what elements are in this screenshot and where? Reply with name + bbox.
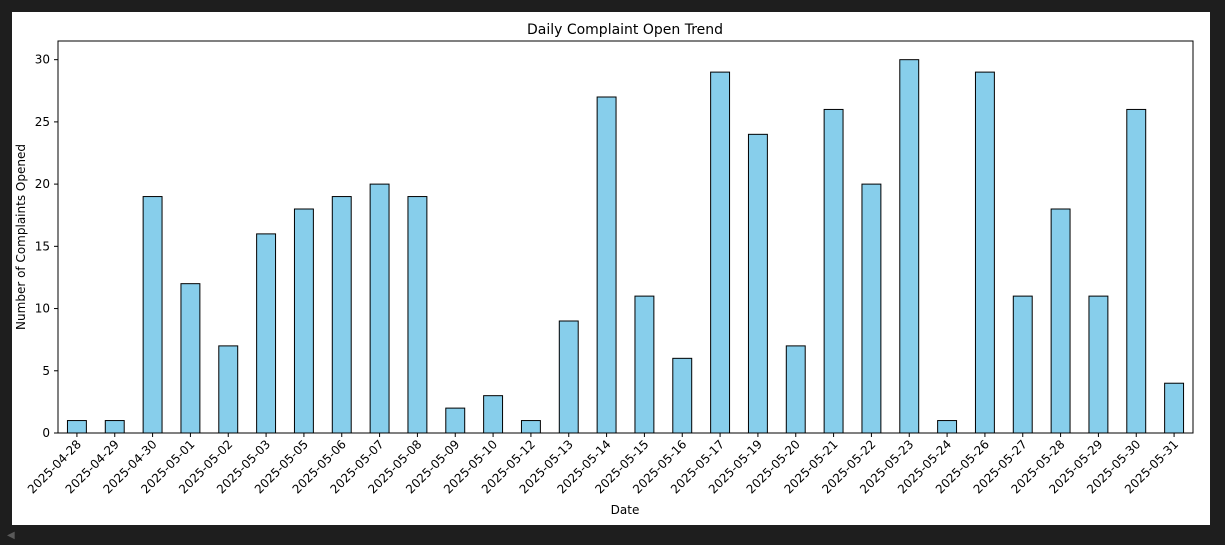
bar-2025-05-24: [937, 420, 958, 434]
bar-2025-05-10: [483, 395, 504, 434]
y-tick-label: 15: [35, 239, 50, 253]
y-tick-label: 0: [42, 426, 50, 440]
bar-2025-05-29: [1088, 295, 1109, 434]
bar-2025-05-12: [520, 420, 541, 434]
bar-2025-05-27: [1012, 295, 1033, 434]
bar-2025-04-28: [66, 420, 87, 434]
bar-2025-05-03: [256, 233, 277, 434]
bar-2025-04-29: [104, 420, 125, 434]
x-axis: 2025-04-282025-04-292025-04-302025-05-01…: [25, 433, 1181, 496]
plot-area-frame: [57, 40, 1194, 434]
y-tick-label: 20: [35, 177, 50, 191]
bar-2025-05-01: [180, 283, 201, 434]
bar-2025-05-19: [747, 133, 768, 434]
bar-2025-05-06: [331, 196, 352, 434]
y-tick-label: 30: [35, 53, 50, 67]
bar-2025-05-26: [974, 71, 995, 434]
bar-2025-05-23: [899, 59, 920, 434]
bar-2025-05-31: [1164, 382, 1185, 434]
bar-2025-05-17: [710, 71, 731, 434]
bars-group: [66, 59, 1185, 434]
bar-2025-05-16: [672, 357, 693, 434]
bar-2025-05-28: [1050, 208, 1071, 434]
chevron-left-icon[interactable]: ◀: [7, 530, 15, 541]
y-axis: 0 5 10 15 20 25 30: [35, 53, 58, 440]
bar-2025-05-21: [823, 108, 844, 434]
bar-2025-05-05: [293, 208, 314, 434]
y-tick-label: 5: [42, 364, 50, 378]
y-tick-label: 25: [35, 115, 50, 129]
bar-2025-05-30: [1126, 108, 1147, 434]
y-tick-label: 10: [35, 302, 50, 316]
bar-2025-05-13: [558, 320, 579, 434]
bar-chart: Daily Complaint Open Trend 051015202530 …: [14, 22, 1194, 517]
chart-title: Daily Complaint Open Trend: [527, 22, 723, 38]
x-axis-label: Date: [611, 503, 640, 517]
bar-2025-05-14: [596, 96, 617, 434]
bar-2025-05-08: [407, 196, 428, 434]
bar-2025-05-07: [369, 183, 390, 434]
bar-2025-04-30: [142, 196, 163, 434]
bar-2025-05-22: [861, 183, 882, 434]
figure-canvas: Daily Complaint Open Trend 0 5 10 15 20 25 30 …: [12, 12, 1210, 525]
bar-2025-05-02: [218, 345, 239, 434]
bar-2025-05-09: [445, 407, 466, 434]
bar-2025-05-20: [785, 345, 806, 434]
bar-2025-05-15: [634, 295, 655, 434]
y-axis-label: Number of Complaints Opened: [14, 144, 28, 330]
